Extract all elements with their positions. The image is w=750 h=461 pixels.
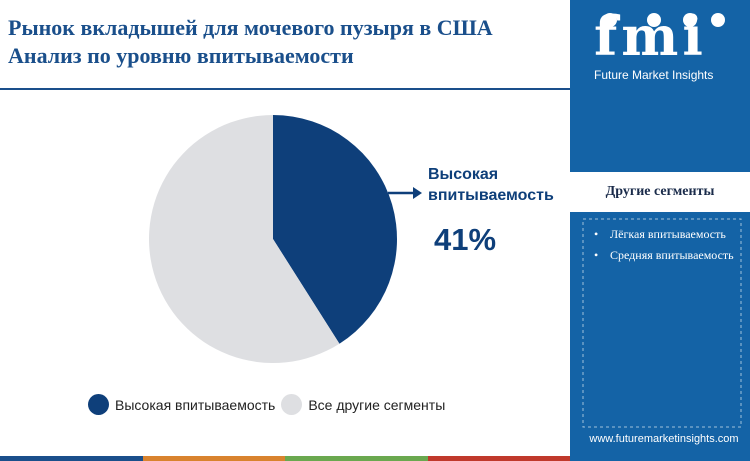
sidebar: fmi Future Market Insights Другие сегмен… (570, 0, 750, 461)
legend-item-other: Все другие сегменты (281, 394, 445, 415)
bottom-bar-orange (142, 456, 285, 461)
fmi-logo: fmi Future Market Insights (594, 8, 734, 82)
pie-chart (148, 115, 422, 363)
segments-title: Другие сегменты (605, 184, 715, 199)
segment-item-medium: Средняя впитываемость (594, 247, 742, 264)
legend-swatch-high (88, 394, 109, 415)
segments-list: Лёгкая впитываемость Средняя впитываемос… (582, 218, 742, 264)
title-divider (0, 88, 570, 90)
pie-slice-other-segments (148, 115, 340, 363)
legend-item-high: Высокая впитываемость (88, 394, 275, 415)
globe-icons (603, 13, 725, 27)
chart-legend: Высокая впитываемость Все другие сегмент… (88, 394, 451, 415)
legend-label-high: Высокая впитываемость (115, 396, 276, 413)
segment-item-light: Лёгкая впитываемость (594, 226, 742, 243)
segments-header: Другие сегменты (570, 172, 750, 212)
bottom-color-bar (0, 456, 570, 461)
logo-subtitle: Future Market Insights (594, 68, 714, 82)
legend-label-other: Все другие сегменты (308, 396, 446, 413)
website-url: www.futuremarketinsights.com (589, 433, 739, 445)
bottom-bar-green (285, 456, 428, 461)
legend-swatch-other (281, 394, 303, 415)
page-title: Рынок вкладышей для мочевого пузыря в СШ… (8, 15, 493, 68)
pie-slice-high-absorbency (273, 115, 397, 344)
segments-panel: Лёгкая впитываемость Средняя впитываемос… (582, 218, 742, 428)
segments-panel-border (582, 218, 742, 428)
callout-arrow (388, 187, 422, 199)
bottom-bar-blue (0, 456, 143, 461)
callout-label: Высокая впитываемость (428, 166, 554, 204)
bottom-bar-red (427, 456, 570, 461)
callout-value: 41% (434, 222, 497, 257)
